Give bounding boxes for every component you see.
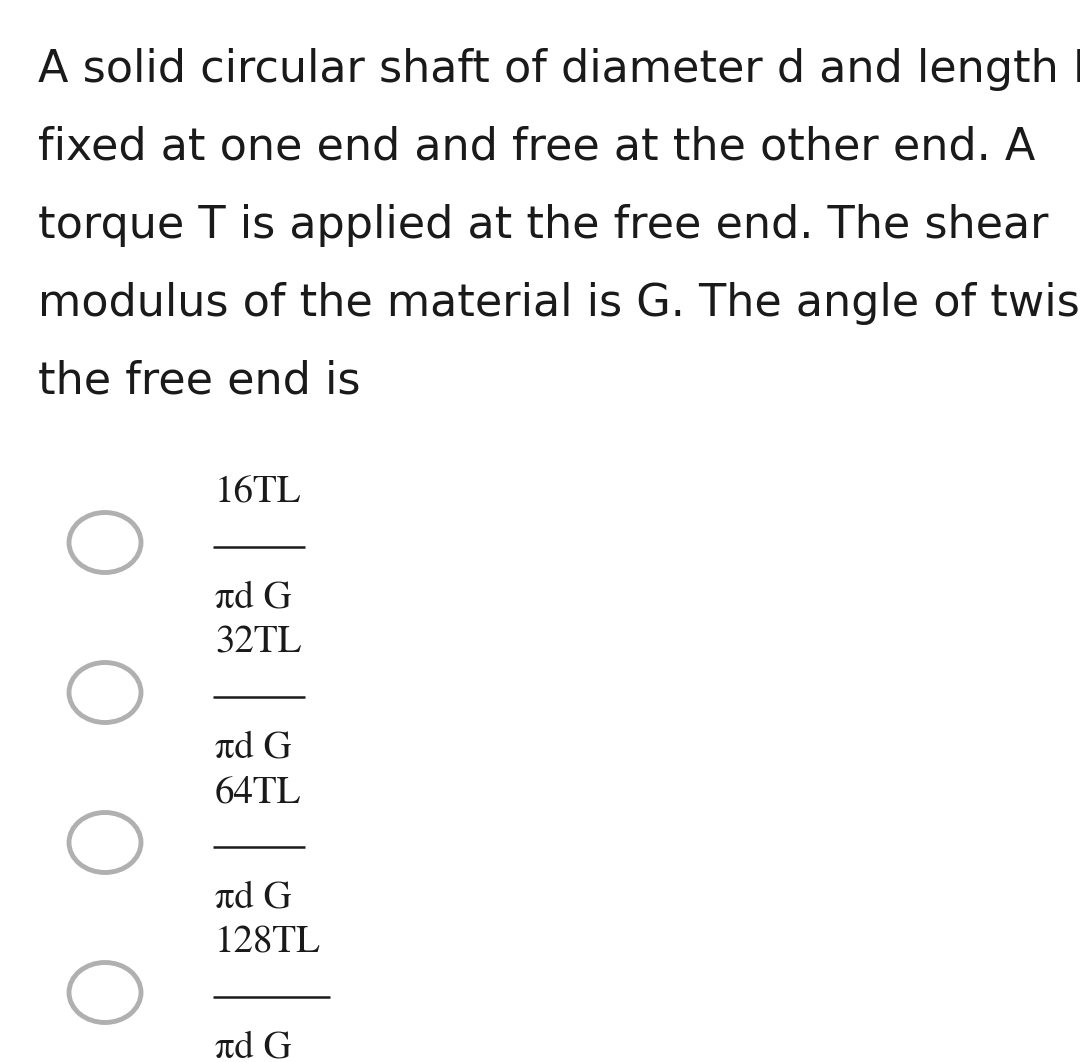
Text: πd⁴G: πd⁴G — [215, 880, 292, 915]
Text: 128TL: 128TL — [215, 926, 321, 960]
Text: A solid circular shaft of diameter d and length L is: A solid circular shaft of diameter d and… — [38, 48, 1080, 91]
Text: πd⁴G: πd⁴G — [215, 1030, 292, 1062]
Text: fixed at one end and free at the other end. A: fixed at one end and free at the other e… — [38, 126, 1036, 169]
Text: 16TL: 16TL — [215, 476, 301, 511]
Text: 64TL: 64TL — [215, 775, 301, 810]
Text: πd⁴G: πd⁴G — [215, 731, 292, 766]
Text: πd⁴G: πd⁴G — [215, 581, 292, 615]
Text: modulus of the material is G. The angle of twist at: modulus of the material is G. The angle … — [38, 282, 1080, 325]
Text: the free end is: the free end is — [38, 360, 361, 402]
Text: 32TL: 32TL — [215, 626, 301, 661]
Text: torque T is applied at the free end. The shear: torque T is applied at the free end. The… — [38, 204, 1049, 247]
